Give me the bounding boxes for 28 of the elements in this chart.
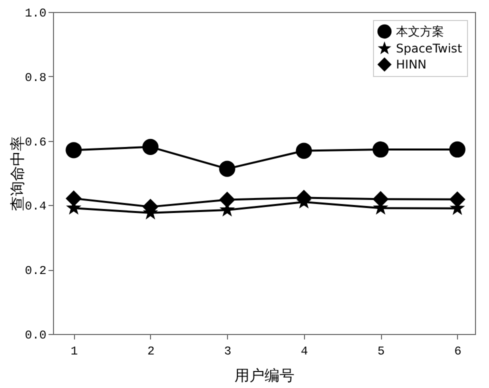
x-tick-label: 4 [300,344,308,358]
point [372,141,389,158]
point [142,138,159,155]
point [66,190,82,206]
x-tick-label: 3 [224,344,232,358]
y-tick-label: 0.6 [24,135,46,150]
legend-label: SpaceTwist [396,42,462,56]
point [296,190,312,206]
point [296,142,312,159]
y-tick-label: 0.4 [24,200,46,214]
legend-label: 本文方案 [396,24,444,38]
x-tick-label: 6 [454,344,462,358]
point [449,191,466,208]
x-tick-label: 2 [147,344,155,358]
y-tick-label: 1.0 [24,6,46,20]
point [449,141,466,158]
point [219,192,236,208]
x-tick-label: 5 [378,344,385,358]
y-tick-label: 0.8 [24,70,46,85]
point [66,142,82,158]
y-axis-title: 查询命中率 [8,136,26,211]
x-axis-title: 用户编号 [234,366,294,384]
point [219,160,236,177]
y-tick-label: 0.2 [24,264,46,278]
x-tick-label: 1 [70,344,78,358]
legend-label: HINN [396,58,427,72]
y-tick-label: 0.0 [24,328,46,342]
point [372,191,389,208]
